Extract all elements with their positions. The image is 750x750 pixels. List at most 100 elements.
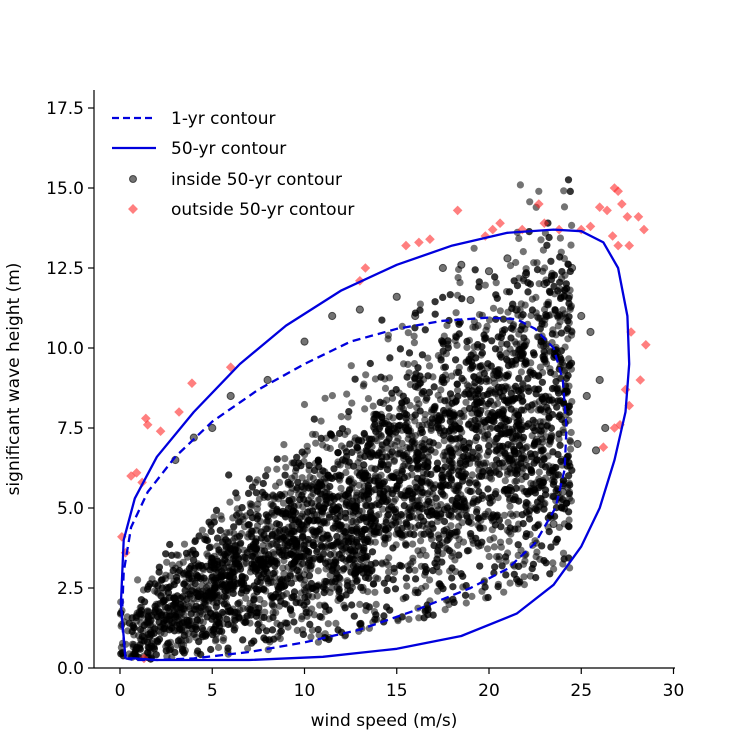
inside-point — [235, 518, 243, 526]
inside-point — [275, 521, 283, 529]
inside-point — [205, 544, 214, 552]
inside-point — [342, 468, 350, 477]
inside-point — [388, 490, 396, 498]
inside-point — [482, 375, 490, 383]
inside-point — [438, 471, 446, 479]
inside-point — [484, 485, 492, 493]
inside-point — [305, 572, 314, 580]
inside-point — [296, 574, 304, 582]
inside-point — [350, 540, 358, 548]
inside-point — [466, 530, 474, 538]
inside-point — [195, 532, 203, 540]
inside-point — [445, 547, 453, 555]
inside-point — [545, 233, 553, 242]
inside-point — [437, 510, 445, 518]
inside-point — [293, 453, 301, 461]
inside-point — [180, 631, 188, 640]
inside-point — [171, 648, 179, 657]
inside-point — [492, 279, 500, 287]
inside-point — [471, 323, 479, 331]
inside-point — [334, 626, 342, 634]
inside-point — [134, 576, 142, 584]
inside-point — [207, 527, 215, 536]
inside-point — [222, 536, 230, 544]
inside-point — [315, 631, 323, 639]
inside-point — [425, 388, 433, 396]
inside-point — [491, 563, 499, 571]
inside-point — [495, 470, 503, 478]
inside-point — [484, 416, 492, 424]
inside-point — [410, 332, 418, 340]
inside-point — [475, 444, 483, 452]
inside-point — [203, 536, 212, 545]
inside-point — [527, 466, 535, 474]
inside-point — [546, 570, 554, 578]
inside-point — [260, 600, 268, 608]
inside-point — [399, 451, 407, 460]
inside-point — [144, 631, 152, 639]
inside-point — [279, 533, 287, 541]
inside-point — [316, 601, 324, 609]
inside-point — [145, 644, 153, 652]
inside-point — [568, 221, 576, 229]
inside-point — [453, 380, 461, 388]
inside-point — [511, 477, 519, 486]
inside-point — [524, 375, 532, 383]
inside-point — [162, 550, 170, 558]
inside-point — [283, 619, 291, 627]
inside-point — [237, 589, 245, 597]
inside-point — [415, 521, 423, 529]
inside-point — [420, 388, 428, 396]
inside-point — [319, 583, 327, 591]
inside-point — [316, 525, 324, 534]
inside-point — [378, 559, 386, 567]
inside-point — [367, 561, 375, 569]
inside-point — [502, 553, 510, 561]
inside-point — [421, 326, 429, 334]
inside-point — [213, 534, 222, 542]
inside-point — [461, 591, 470, 599]
inside-point — [554, 471, 563, 479]
inside-point — [454, 541, 462, 549]
inside-point — [279, 499, 288, 507]
inside-point — [452, 356, 460, 364]
inside-point — [426, 576, 434, 584]
inside-point — [566, 187, 574, 195]
inside-point — [338, 554, 346, 562]
inside-point — [485, 494, 493, 502]
inside-point — [327, 431, 336, 439]
inside-point — [408, 464, 416, 472]
inside-point — [465, 439, 473, 447]
inside-point — [410, 339, 418, 347]
inside-point — [439, 347, 447, 355]
inside-point — [413, 456, 421, 464]
inside-point — [259, 542, 267, 550]
inside-point — [302, 608, 310, 617]
inside-point — [416, 300, 424, 308]
inside-point — [383, 396, 391, 404]
inside-point — [543, 241, 551, 249]
inside-point — [245, 475, 253, 483]
inside-point — [239, 636, 247, 644]
inside-point — [547, 543, 555, 551]
inside-point — [436, 541, 444, 549]
inside-point — [472, 479, 480, 487]
inside-point — [220, 593, 228, 601]
inside-point — [551, 306, 559, 314]
inside-point — [463, 547, 472, 555]
inside-point — [400, 360, 408, 368]
inside-point — [366, 508, 374, 517]
inside-point — [324, 620, 332, 628]
inside-point — [477, 377, 485, 385]
inside-point — [185, 616, 193, 625]
inside-point — [273, 507, 281, 515]
inside-point — [312, 439, 320, 447]
inside-point — [386, 354, 394, 362]
inside-point — [286, 489, 295, 497]
inside-point — [346, 587, 354, 595]
inside-point — [558, 268, 566, 276]
inside-point — [260, 613, 268, 622]
inside-point — [147, 616, 155, 625]
inside-point — [254, 620, 262, 629]
inside-point — [465, 518, 473, 526]
